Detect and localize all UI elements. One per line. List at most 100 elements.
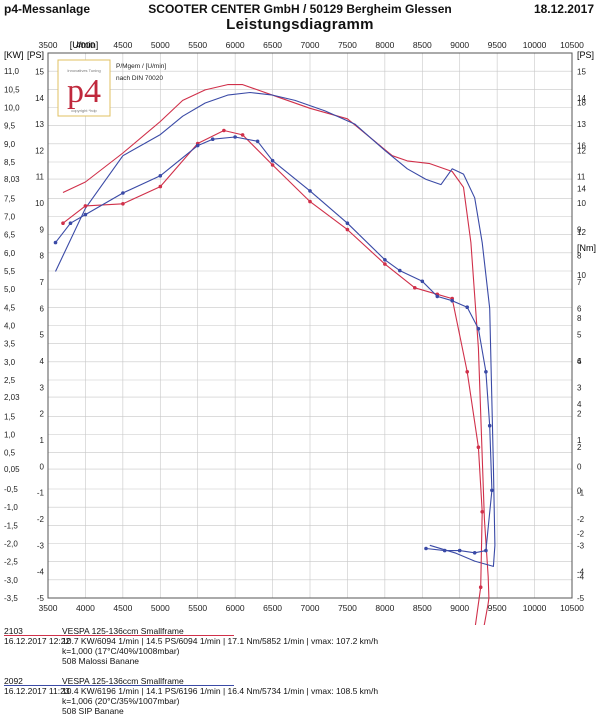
series-point bbox=[480, 510, 485, 514]
x-tick-label-bottom: 7000 bbox=[301, 603, 320, 613]
ps-tick-label-right: 1 bbox=[577, 436, 582, 445]
legend-correction: k=1,000 (17°C/40%/1008mbar) bbox=[62, 646, 180, 656]
ps-axis-label-right: [PS] bbox=[577, 50, 594, 60]
legend-exhaust: 508 SIP Banane bbox=[62, 706, 124, 716]
nm-tick-label: 14 bbox=[577, 185, 586, 194]
header-date-text: 18.12.2017 bbox=[533, 2, 594, 16]
ps-tick-label-left: 1 bbox=[40, 436, 45, 445]
nm-tick-label: 2 bbox=[577, 443, 582, 452]
series-point bbox=[68, 221, 73, 225]
legend-peak-values: 10.7 KW/6094 1/min | 14.5 PS/6094 1/min … bbox=[62, 636, 379, 646]
kw-tick-label: -3,0 bbox=[4, 576, 18, 585]
x-tick-label-bottom: 5500 bbox=[188, 603, 207, 613]
ps-tick-label-left: -3 bbox=[37, 541, 45, 550]
series-point bbox=[484, 370, 488, 374]
x-tick-label-bottom: 10000 bbox=[523, 603, 547, 613]
series-point bbox=[233, 135, 237, 139]
series-point bbox=[398, 268, 402, 273]
ps-tick-label-right: 5 bbox=[577, 331, 582, 340]
logo-copyright: copyright *hdp bbox=[71, 108, 97, 113]
ps-tick-label-right: 9 bbox=[577, 225, 582, 234]
series-point bbox=[83, 212, 88, 217]
x-tick-label-top: 6500 bbox=[263, 40, 282, 50]
ps-tick-label-left: 7 bbox=[40, 278, 45, 287]
header-company-text: SCOOTER CENTER GmbH / 50129 Bergheim Gle… bbox=[148, 2, 452, 16]
ps-tick-label-right: 3 bbox=[577, 383, 582, 392]
x-tick-label-top: 5000 bbox=[151, 40, 170, 50]
x-tick-label-bottom: 8000 bbox=[375, 603, 394, 613]
x-tick-label-bottom: 7500 bbox=[338, 603, 357, 613]
nm-tick-label: 0 bbox=[577, 486, 582, 495]
legend-date: 16.12.2017 12:22 bbox=[4, 636, 71, 646]
x-tick-label-top: 9500 bbox=[488, 40, 507, 50]
kw-tick-label: 3,5 bbox=[4, 340, 16, 349]
ps-tick-label-left: 6 bbox=[40, 304, 45, 313]
x-tick-label-top: 7000 bbox=[301, 40, 320, 50]
x-tick-labels-bottom: 3500 4000 4500 5000 5500 6000 6500 7000 7500 8000… bbox=[39, 603, 585, 613]
series-point bbox=[195, 143, 200, 148]
series-point bbox=[345, 221, 350, 225]
series-point bbox=[465, 305, 470, 310]
series-point bbox=[345, 227, 350, 232]
ps-tick-label-left: 8 bbox=[40, 252, 45, 261]
series-point bbox=[222, 128, 226, 133]
ps-tick-label-right: 10 bbox=[577, 199, 586, 208]
kw-tick-label: 0,05 bbox=[4, 465, 20, 474]
ps-tick-label-right: 7 bbox=[577, 278, 582, 287]
ps-tick-label-right: -5 bbox=[577, 594, 585, 603]
ps-tick-label-right: 2 bbox=[577, 410, 582, 419]
series-point bbox=[308, 189, 312, 193]
nm-tick-label: 18 bbox=[577, 99, 586, 108]
series-point bbox=[476, 445, 481, 450]
series-point bbox=[478, 585, 483, 589]
ps-tick-label-right: 0 bbox=[577, 462, 582, 471]
x-tick-label-top: 10000 bbox=[523, 40, 547, 50]
series-point bbox=[255, 139, 260, 144]
nm-tick-label: 16 bbox=[577, 142, 586, 151]
series-point bbox=[442, 548, 447, 553]
series-point bbox=[53, 240, 58, 245]
ps-tick-label-right: -4 bbox=[577, 568, 585, 577]
ps-tick-label-right: 8 bbox=[577, 252, 582, 261]
kw-tick-label: 11,0 bbox=[4, 67, 20, 76]
page-title: Leistungsdiagramm bbox=[226, 16, 374, 33]
kw-tick-label: -3,5 bbox=[4, 594, 18, 603]
ps-tick-label-left: 5 bbox=[40, 331, 45, 340]
series-point bbox=[270, 163, 275, 167]
nm-tick-label: 6 bbox=[577, 357, 582, 366]
legend-swatch-2092 bbox=[4, 685, 234, 686]
kw-tick-label: 0,5 bbox=[4, 449, 16, 458]
series-point bbox=[476, 326, 481, 331]
series-point bbox=[158, 174, 163, 178]
ps-tick-label-left: -5 bbox=[37, 594, 45, 603]
series-point bbox=[270, 158, 275, 163]
kw-tick-label: 2,03 bbox=[4, 393, 20, 402]
x-tick-label-top: 4000 bbox=[76, 40, 95, 50]
x-tick-label-top: 7500 bbox=[338, 40, 357, 50]
kw-tick-label: 4,0 bbox=[4, 322, 16, 331]
legend-vehicle: VESPA 125-136ccm Smallframe bbox=[62, 626, 184, 636]
series-point bbox=[308, 199, 312, 204]
series-line bbox=[62, 129, 483, 625]
kw-tick-label: 1,5 bbox=[4, 412, 16, 421]
series-point bbox=[383, 262, 387, 266]
series-point bbox=[450, 298, 455, 303]
kw-tick-label: -0,5 bbox=[4, 485, 18, 494]
x-tick-label-bottom: 6000 bbox=[226, 603, 245, 613]
kw-tick-label: 7,5 bbox=[4, 194, 16, 203]
legend-vehicle: VESPA 125-136ccm Smallframe bbox=[62, 676, 184, 686]
ps-tick-label-left: 10 bbox=[35, 199, 44, 208]
nm-tick-label: -2 bbox=[577, 529, 585, 538]
ps-tick-label-right: 4 bbox=[577, 357, 582, 366]
nm-tick-label: 8 bbox=[577, 314, 582, 323]
x-tick-label-bottom: 10500 bbox=[560, 603, 584, 613]
header-left-text: p4-Messanlage bbox=[4, 2, 91, 16]
nm-tick-label: 10 bbox=[577, 271, 586, 280]
x-tick-label-top: 3500 bbox=[39, 40, 58, 50]
ps-tick-label-right: -1 bbox=[577, 489, 585, 498]
ps-axis-label-left: [PS] bbox=[27, 50, 44, 60]
kw-tick-label: 10,5 bbox=[4, 85, 20, 94]
ps-tick-label-right: 13 bbox=[577, 120, 586, 129]
ps-tick-label-right: 12 bbox=[577, 146, 586, 155]
